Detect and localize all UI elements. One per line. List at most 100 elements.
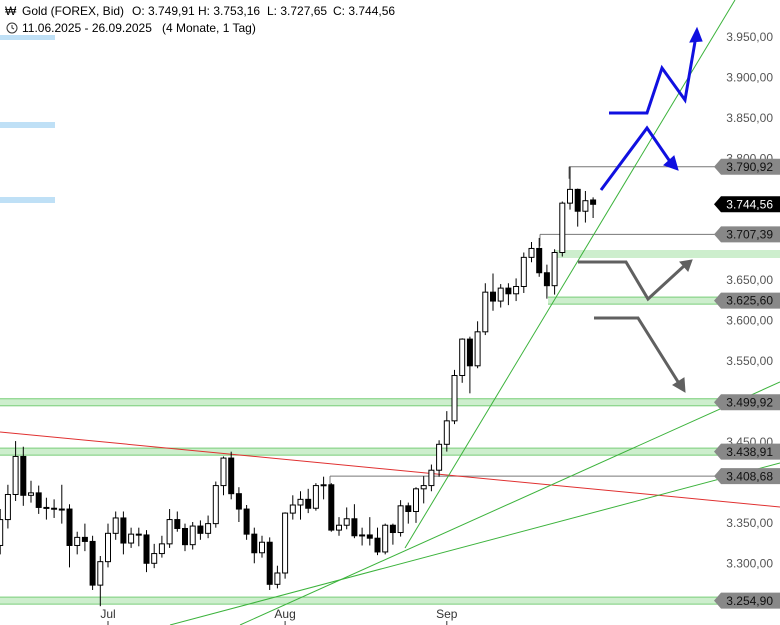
- level-label: 3.625,60: [726, 294, 773, 308]
- level-box: [714, 592, 780, 609]
- candle-body: [66, 508, 73, 546]
- candle-body: [490, 291, 496, 302]
- y-tick-label: 3.650,00: [726, 273, 773, 287]
- candle-body: [58, 508, 65, 511]
- date-range: 11.06.2025 - 26.09.2025: [22, 21, 152, 35]
- candle-body: [135, 533, 142, 536]
- candle-body: [405, 505, 412, 512]
- level-label: 3.499,92: [726, 395, 773, 409]
- arrowhead: [679, 259, 693, 272]
- candle-body: [189, 525, 196, 546]
- candle-body: [389, 524, 396, 534]
- candle-body: [51, 507, 58, 510]
- candle-body: [266, 541, 273, 585]
- clock-icon: [11, 25, 15, 30]
- candle-body: [459, 338, 466, 377]
- candle-body: [297, 498, 304, 506]
- candle-body: [382, 524, 389, 553]
- trend-line: [169, 462, 780, 625]
- marker-bar: [0, 122, 55, 128]
- level-box: [714, 292, 780, 309]
- arrowhead: [689, 26, 703, 43]
- marker-bar: [0, 197, 55, 203]
- candle-body: [320, 484, 327, 487]
- candle-body: [174, 519, 181, 529]
- candle-body: [143, 534, 150, 564]
- chart-icon: ₩: [5, 4, 17, 18]
- level-box: [714, 443, 780, 460]
- candle-body: [428, 469, 435, 487]
- candle-body: [81, 536, 88, 542]
- candle-body: [151, 553, 158, 564]
- candle-body: [205, 523, 212, 534]
- y-tick-label: 3.950,00: [726, 30, 773, 44]
- ohlc-label: L: 3.727,65: [267, 4, 327, 18]
- candle-body: [451, 375, 458, 422]
- candle-body: [112, 517, 119, 534]
- candle-body: [20, 455, 27, 496]
- arrow: [599, 125, 673, 191]
- ohlc-label: O: 3.749,91: [132, 4, 195, 18]
- candle-body: [12, 455, 19, 495]
- candle-body: [158, 543, 165, 555]
- candle-body: [436, 443, 443, 471]
- level-label: 3.254,90: [726, 594, 773, 608]
- candle-body: [74, 536, 81, 546]
- x-tick-label: Sep: [436, 607, 458, 621]
- level-box: [714, 394, 780, 411]
- y-tick-label: 3.300,00: [726, 556, 773, 570]
- candle-body: [228, 457, 235, 495]
- trend-line: [239, 381, 780, 625]
- candle-body: [336, 524, 342, 531]
- candle-body: [482, 291, 489, 333]
- candle-body: [259, 541, 265, 554]
- x-tick-label: Aug: [274, 607, 295, 621]
- level-lines: [0, 166, 780, 605]
- level-box: [714, 196, 780, 213]
- candle-body: [274, 572, 281, 585]
- candle-body: [89, 540, 96, 586]
- candle-body: [197, 525, 204, 534]
- zone-band: [555, 250, 780, 258]
- candle-body: [366, 534, 373, 539]
- candle-body: [559, 202, 566, 254]
- level-box: [714, 226, 780, 243]
- candle-body: [397, 505, 404, 534]
- candle-body: [120, 517, 127, 544]
- clock-icon: [6, 22, 18, 34]
- candle-body: [251, 533, 258, 554]
- trend-line: [0, 431, 780, 508]
- x-tick-label: Jul: [100, 607, 115, 621]
- arrowhead: [672, 377, 686, 393]
- candle-body: [528, 247, 535, 258]
- y-tick-label: 3.350,00: [726, 516, 773, 530]
- level-boxes: 3.790,92 3.744,56 3.707,39 3.625,60 3.499,92…: [714, 158, 780, 609]
- candle-body: [312, 485, 319, 509]
- y-tick-label: 3.550,00: [726, 354, 773, 368]
- candle-body: [235, 493, 242, 510]
- candle-body: [305, 498, 312, 509]
- level-box: [714, 158, 780, 175]
- level-label: 3.408,68: [726, 469, 773, 483]
- y-tick-label: 3.850,00: [726, 111, 773, 125]
- candle-body: [497, 287, 504, 302]
- forecast-arrows: [578, 26, 703, 393]
- candle-body: [182, 527, 188, 546]
- candle-body: [520, 256, 527, 287]
- candle-body: [590, 199, 597, 205]
- level-band: [0, 447, 780, 456]
- arrow: [594, 316, 682, 386]
- candle-body: [413, 488, 419, 512]
- candle-body: [574, 188, 581, 212]
- period: (4 Monate, 1 Tag): [162, 21, 256, 35]
- candle-body: [343, 518, 350, 526]
- ohlc-label: C: 3.744,56: [333, 4, 395, 18]
- candle-body: [97, 561, 104, 586]
- candle-body: [551, 252, 558, 287]
- candle-body: [513, 285, 520, 295]
- candle-body: [220, 457, 227, 487]
- level-box: [714, 468, 780, 485]
- candle-body: [420, 485, 427, 490]
